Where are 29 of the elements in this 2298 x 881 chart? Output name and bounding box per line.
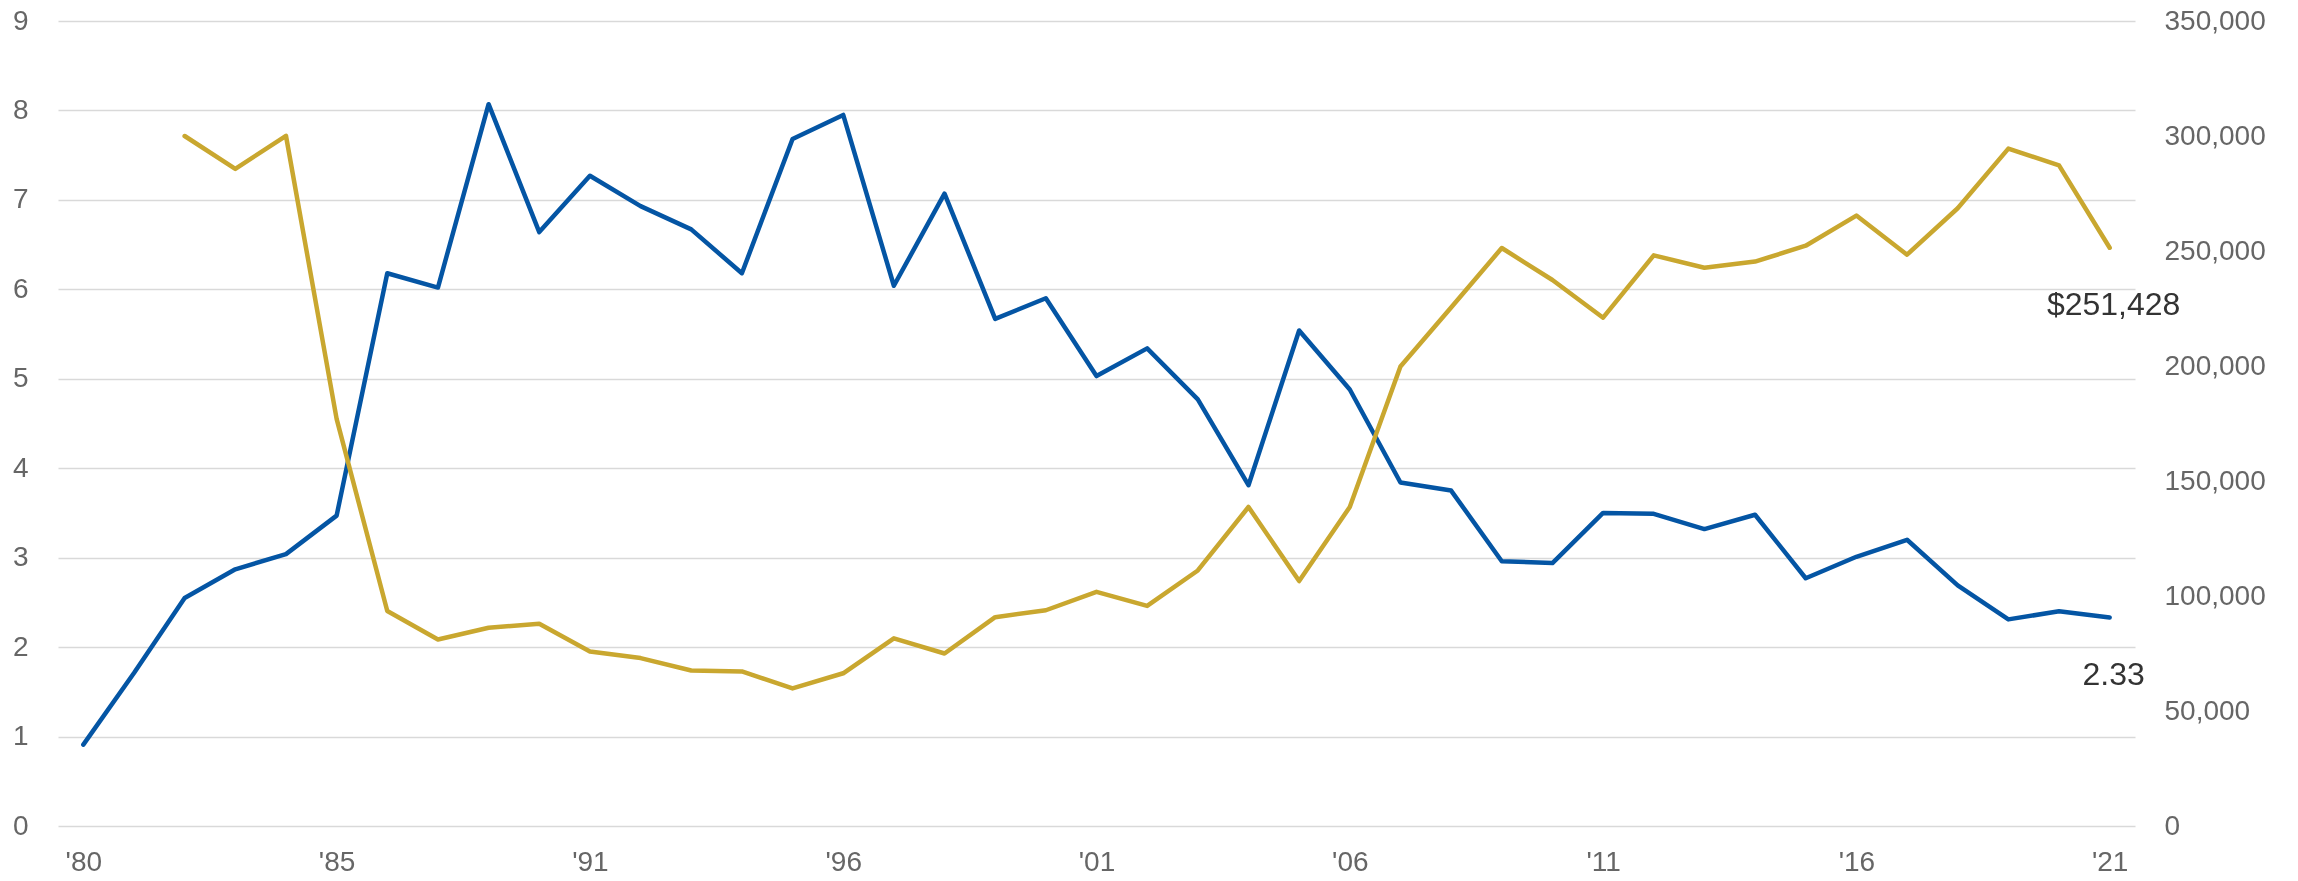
x-tick-label: '96 (825, 845, 862, 877)
x-tick-label: '16 (1838, 845, 1876, 877)
y-tick-label: 6 (12, 272, 29, 304)
y2-tick-label: 300,000 (2164, 119, 2266, 151)
data-label: $251,428 (2046, 285, 2181, 322)
y-tick-label: 8 (12, 93, 29, 125)
y-tick-label: 5 (12, 362, 29, 394)
y2-tick-label: 0 (2164, 809, 2181, 841)
y2-tick-label: 250,000 (2164, 234, 2266, 266)
data-label: 2.33 (2082, 655, 2145, 692)
y2-tick-label: 350,000 (2164, 4, 2266, 36)
x-tick-label: '21 (2091, 845, 2129, 877)
y-tick-label: 9 (12, 4, 29, 36)
y2-tick-label: 150,000 (2164, 464, 2266, 496)
y-tick-label: 7 (12, 183, 29, 215)
y-tick-label: 3 (12, 541, 29, 573)
y-tick-label: 0 (12, 809, 29, 841)
y2-tick-label: 50,000 (2164, 694, 2251, 726)
x-tick-label: '80 (65, 845, 103, 877)
y-tick-label: 1 (12, 720, 29, 752)
y2-tick-label: 200,000 (2164, 349, 2266, 381)
x-tick-label: '06 (1332, 845, 1369, 877)
x-tick-label: '11 (1586, 845, 1621, 877)
y-tick-label: 4 (12, 451, 29, 483)
x-tick-label: '85 (318, 845, 356, 877)
x-tick-label: '01 (1078, 845, 1116, 877)
x-tick-label: '91 (572, 845, 609, 877)
y2-tick-label: 100,000 (2164, 579, 2266, 611)
y-tick-label: 2 (12, 630, 29, 662)
